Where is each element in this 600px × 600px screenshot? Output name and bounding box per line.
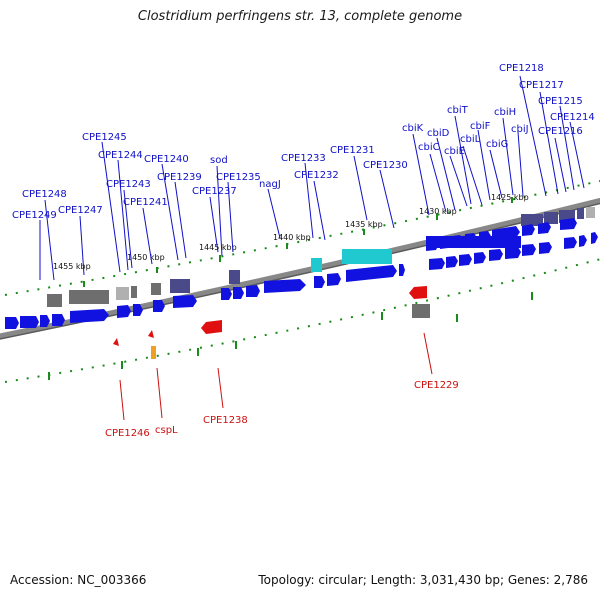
scale-label: 1440 kbp [273, 233, 311, 242]
gene-label: CPE1243 [106, 179, 151, 190]
scale-label: 1435 kbp [345, 220, 383, 229]
rna-block [342, 249, 392, 264]
cds-block [521, 214, 543, 226]
gene-label: CPE1247 [58, 205, 103, 216]
cds-block [131, 286, 137, 298]
cds-block [577, 208, 584, 219]
gene-label: CPE1229 [414, 380, 459, 391]
gene-label: cbiF [470, 121, 491, 132]
reverse-connectors [119, 332, 433, 421]
cds-block [47, 294, 62, 307]
gene-label: CPE1232 [294, 170, 339, 181]
gene-label: CPE1240 [144, 154, 189, 165]
forward-connectors [39, 75, 585, 281]
gene-label: CPE1233 [281, 153, 326, 164]
cds-block [69, 290, 109, 304]
gene-label: cbiC [418, 142, 440, 153]
scale-label: 1425 kbp [491, 193, 529, 202]
gene-label: CPE1218 [499, 63, 544, 74]
genome-summary-text: Topology: circular; Length: 3,031,430 bp… [258, 573, 588, 587]
gene-label: CPE1216 [538, 126, 583, 137]
forward-genes [5, 218, 598, 329]
gene-label: CPE1237 [192, 186, 237, 197]
gene-label: cbiD [427, 128, 450, 139]
cds-block [229, 270, 240, 284]
cds-block [151, 283, 161, 295]
reverse-labels: CPE1246 cspL CPE1238 CPE1229 [105, 380, 459, 439]
gene-label: CPE1241 [123, 197, 168, 208]
cds-block [116, 287, 129, 300]
accession-text: Accession: NC_003366 [10, 573, 147, 587]
gene-label: CPE1215 [538, 96, 583, 107]
forward-labels: CPE1249 CPE1248 CPE1247 CPE1245 CPE1244 … [12, 63, 595, 221]
cds-block [544, 212, 558, 224]
scale-label: 1445 kbp [199, 243, 237, 252]
gene-label: cbiK [402, 123, 424, 134]
scale-label: 1455 kbp [53, 262, 91, 271]
major-ticks-upper [83, 197, 513, 287]
cds-block [586, 207, 595, 218]
gene-label: CPE1239 [157, 172, 202, 183]
gene-label: nagJ [259, 179, 281, 190]
gene-label: CPE1238 [203, 415, 248, 426]
gene-label: CPE1248 [22, 189, 67, 200]
gene-label: CPE1244 [98, 150, 143, 161]
gene-label: cspL [155, 425, 178, 436]
gene-label: cbiL [460, 134, 481, 145]
reverse-genes [113, 286, 430, 359]
gene-label: cbiT [447, 105, 469, 116]
cds-block [412, 304, 430, 318]
cds-block [170, 279, 190, 293]
scale-label: 1450 kbp [127, 253, 165, 262]
gene-label: CPE1231 [330, 145, 375, 156]
upper-feature-blocks [47, 207, 595, 307]
map-title: Clostridium perfringens str. 13, complet… [137, 9, 463, 24]
rna-block [311, 258, 322, 272]
genome-map: 1455 kbp 1450 kbp 1445 kbp 1440 kbp 1435… [0, 63, 600, 439]
scale-label: 1430 kbp [419, 207, 457, 216]
scale-labels: 1455 kbp 1450 kbp 1445 kbp 1440 kbp 1435… [53, 193, 529, 271]
gene-label: CPE1249 [12, 210, 57, 221]
gene-label: CPE1246 [105, 428, 150, 439]
gene-label: cbiG [486, 139, 508, 150]
gene-label: CPE1245 [82, 132, 127, 143]
gene-label: CPE1214 [550, 112, 595, 123]
gene-label: CPE1235 [216, 172, 261, 183]
gene-label: cbiE [444, 146, 465, 157]
gene-label: CPE1230 [363, 160, 408, 171]
gene-label: CPE1217 [519, 80, 564, 91]
gene-label: sod [210, 155, 228, 166]
major-ticks-lower [48, 292, 533, 380]
gene-label: cbiJ [511, 124, 529, 135]
orange-gene [151, 346, 156, 359]
gene-label: cbiH [494, 107, 516, 118]
